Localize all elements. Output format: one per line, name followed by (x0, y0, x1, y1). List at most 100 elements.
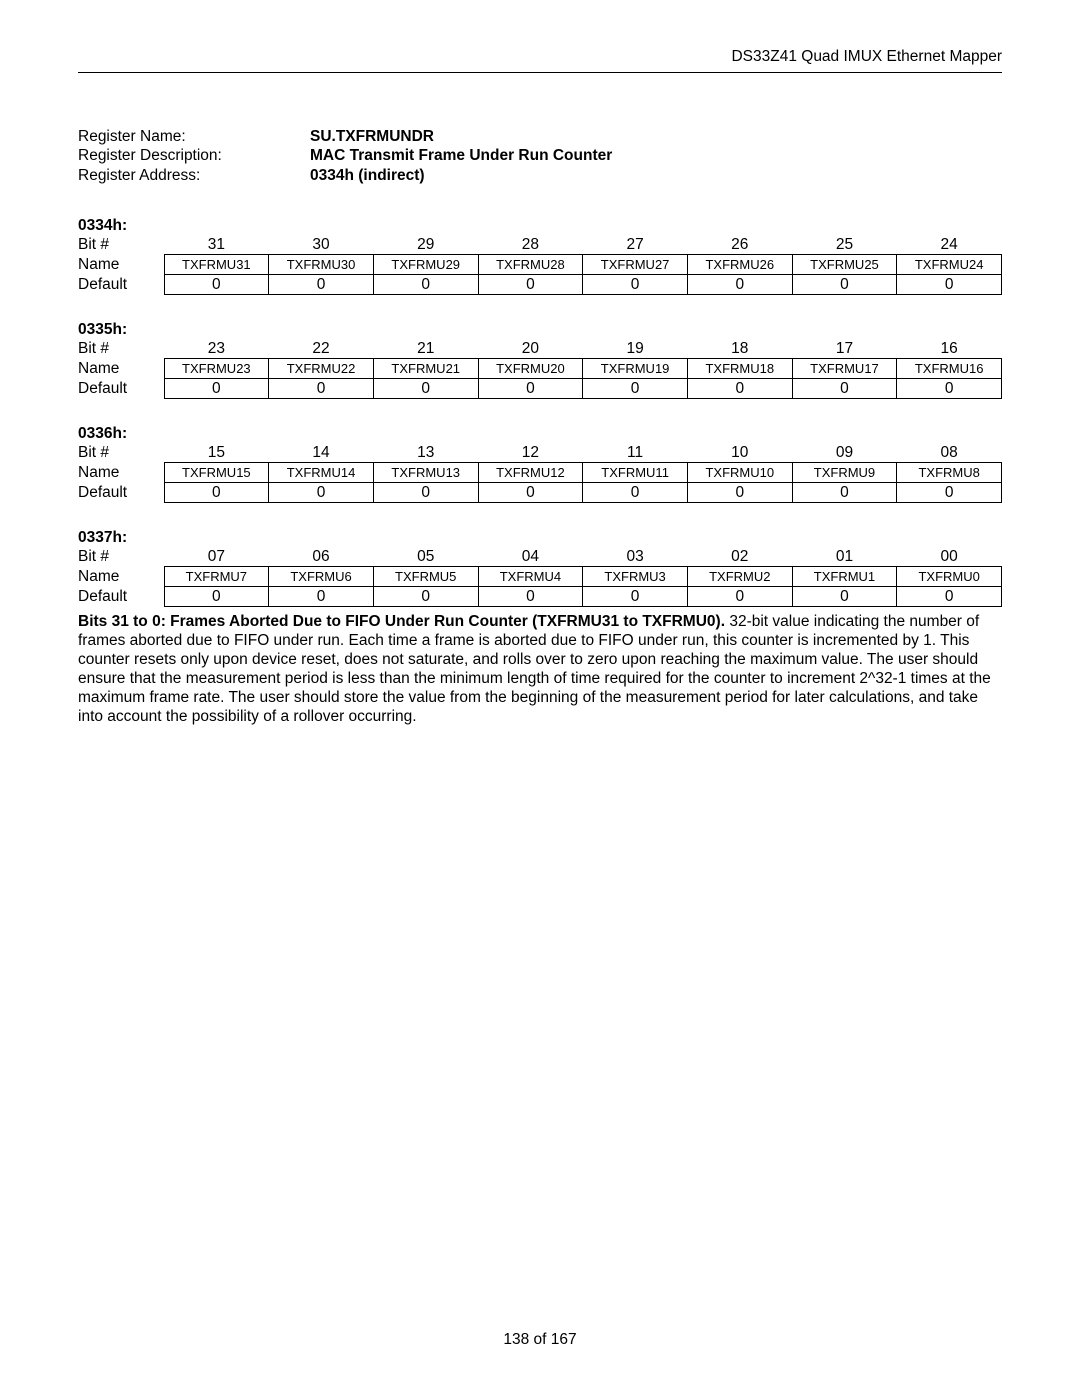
byte-block: 0336h:Bit #1514131211100908NameTXFRMU15T… (78, 425, 1002, 503)
table-cell: 05 (373, 547, 478, 567)
table-cell: TXFRMU18 (687, 359, 792, 379)
table-cell: 27 (583, 235, 688, 255)
table-cell: TXFRMU20 (478, 359, 583, 379)
table-cell: TXFRMU22 (269, 359, 374, 379)
row-label: Default (78, 483, 164, 503)
bitfield-description: Bits 31 to 0: Frames Aborted Due to FIFO… (78, 613, 1002, 726)
table-cell: TXFRMU7 (164, 567, 269, 587)
byte-table: Bit #0706050403020100NameTXFRMU7TXFRMU6T… (78, 547, 1002, 607)
table-cell: TXFRMU3 (583, 567, 688, 587)
table-cell: 28 (478, 235, 583, 255)
byte-address-label: 0335h: (78, 321, 1002, 339)
table-cell: TXFRMU0 (897, 567, 1002, 587)
byte-table: Bit #3130292827262524NameTXFRMU31TXFRMU3… (78, 235, 1002, 295)
table-cell: TXFRMU15 (164, 463, 269, 483)
table-cell: 10 (687, 443, 792, 463)
table-cell: TXFRMU16 (897, 359, 1002, 379)
table-cell: 01 (792, 547, 897, 567)
table-cell: 0 (478, 483, 583, 503)
row-label: Default (78, 587, 164, 607)
table-cell: 11 (583, 443, 688, 463)
table-cell: 00 (897, 547, 1002, 567)
table-cell: 0 (687, 587, 792, 607)
table-cell: 29 (373, 235, 478, 255)
table-cell: 0 (164, 379, 269, 399)
table-cell: TXFRMU27 (583, 255, 688, 275)
table-cell: 0 (478, 587, 583, 607)
table-cell: 0 (164, 275, 269, 295)
table-cell: 17 (792, 339, 897, 359)
table-cell: 0 (269, 587, 374, 607)
reg-desc-value: MAC Transmit Frame Under Run Counter (310, 146, 612, 165)
table-cell: TXFRMU21 (373, 359, 478, 379)
byte-table: Bit #1514131211100908NameTXFRMU15TXFRMU1… (78, 443, 1002, 503)
row-label: Name (78, 359, 164, 379)
table-cell: 06 (269, 547, 374, 567)
reg-addr-value: 0334h (indirect) (310, 166, 425, 185)
table-cell: TXFRMU13 (373, 463, 478, 483)
table-cell: 30 (269, 235, 374, 255)
table-cell: TXFRMU30 (269, 255, 374, 275)
table-cell: 04 (478, 547, 583, 567)
table-cell: TXFRMU10 (687, 463, 792, 483)
table-cell: 14 (269, 443, 374, 463)
table-cell: TXFRMU26 (687, 255, 792, 275)
table-cell: 0 (478, 379, 583, 399)
table-cell: TXFRMU19 (583, 359, 688, 379)
table-cell: 18 (687, 339, 792, 359)
byte-table: Bit #2322212019181716NameTXFRMU23TXFRMU2… (78, 339, 1002, 399)
table-cell: 03 (583, 547, 688, 567)
table-cell: 0 (897, 379, 1002, 399)
table-cell: 0 (792, 275, 897, 295)
table-cell: 0 (792, 483, 897, 503)
row-label: Default (78, 275, 164, 295)
byte-block: 0337h:Bit #0706050403020100NameTXFRMU7TX… (78, 529, 1002, 607)
byte-address-label: 0334h: (78, 217, 1002, 235)
table-cell: 26 (687, 235, 792, 255)
table-cell: TXFRMU9 (792, 463, 897, 483)
table-cell: TXFRMU31 (164, 255, 269, 275)
page-footer: 138 of 167 (0, 1331, 1080, 1349)
table-cell: 0 (583, 275, 688, 295)
reg-name-value: SU.TXFRMUNDR (310, 127, 434, 146)
table-cell: 13 (373, 443, 478, 463)
table-cell: 0 (687, 379, 792, 399)
byte-address-label: 0336h: (78, 425, 1002, 443)
table-cell: 0 (373, 275, 478, 295)
table-cell: 07 (164, 547, 269, 567)
table-cell: 0 (373, 587, 478, 607)
table-cell: 16 (897, 339, 1002, 359)
row-label: Bit # (78, 339, 164, 359)
table-cell: TXFRMU23 (164, 359, 269, 379)
table-cell: 0 (583, 379, 688, 399)
table-cell: TXFRMU11 (583, 463, 688, 483)
table-cell: 0 (164, 483, 269, 503)
table-cell: 0 (269, 275, 374, 295)
table-cell: 20 (478, 339, 583, 359)
table-cell: TXFRMU1 (792, 567, 897, 587)
page-header-product: DS33Z41 Quad IMUX Ethernet Mapper (78, 48, 1002, 73)
table-cell: 09 (792, 443, 897, 463)
table-cell: 0 (687, 275, 792, 295)
table-cell: TXFRMU4 (478, 567, 583, 587)
table-cell: TXFRMU24 (897, 255, 1002, 275)
row-label: Name (78, 567, 164, 587)
table-cell: 0 (373, 379, 478, 399)
table-cell: TXFRMU28 (478, 255, 583, 275)
table-cell: 0 (897, 587, 1002, 607)
table-cell: 31 (164, 235, 269, 255)
table-cell: 08 (897, 443, 1002, 463)
row-label: Bit # (78, 547, 164, 567)
table-cell: 0 (897, 275, 1002, 295)
table-cell: 12 (478, 443, 583, 463)
table-cell: TXFRMU25 (792, 255, 897, 275)
row-label: Bit # (78, 443, 164, 463)
table-cell: 25 (792, 235, 897, 255)
table-cell: 0 (897, 483, 1002, 503)
reg-addr-label: Register Address: (78, 166, 310, 185)
table-cell: 0 (373, 483, 478, 503)
table-cell: TXFRMU6 (269, 567, 374, 587)
table-cell: 22 (269, 339, 374, 359)
table-cell: TXFRMU8 (897, 463, 1002, 483)
table-cell: 0 (583, 483, 688, 503)
